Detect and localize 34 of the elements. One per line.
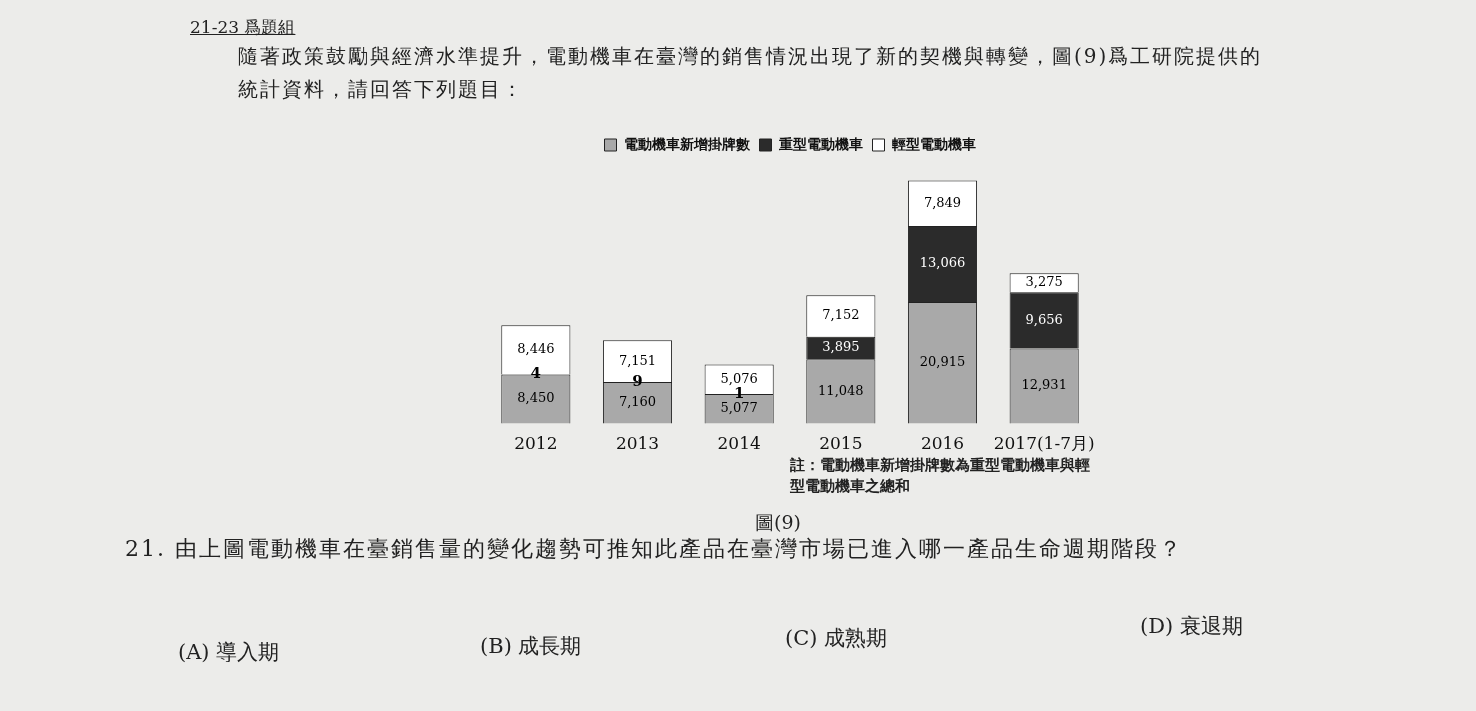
data-label: 4 <box>530 364 542 383</box>
data-label: 8,450 <box>517 390 555 406</box>
data-label: 3,275 <box>1025 274 1063 290</box>
text: 註：電動機車新增掛牌數為重型電動機車與輕型電動機車之總和 <box>790 455 1090 497</box>
data-label: 7,152 <box>822 307 860 323</box>
data-label: 5,076 <box>720 370 758 386</box>
x-tick-label: 2017(1-7月) <box>993 433 1095 454</box>
legend-label: 輕型電動機車 <box>890 135 976 152</box>
data-label: 7,849 <box>923 194 962 210</box>
data-label: 11,048 <box>818 382 864 398</box>
chart-subtitle: 隨著政策鼓勵與經濟水準提升，電動機車在臺灣的銷售情況出現了新的契機與轉變，圖(9)爲工研院提供的統計資料，請回答下列題目： <box>238 43 1264 103</box>
data-label: 7,160 <box>618 394 657 410</box>
text: 圖(9) <box>755 510 801 535</box>
legend-label: 電動機車新增掛牌數 <box>623 135 751 152</box>
data-label: 9,656 <box>1025 311 1063 327</box>
x-tick-label: 2013 <box>615 433 660 454</box>
data-label: 3,895 <box>822 339 860 355</box>
text: (B) 成長期 <box>480 633 582 660</box>
text: (D) 衰退期 <box>1140 613 1243 640</box>
text: (C) 成熟期 <box>785 625 888 652</box>
data-label: 5,077 <box>720 400 758 416</box>
data-label: 13,066 <box>919 255 966 271</box>
x-tick-label: 2014 <box>717 433 761 454</box>
text: 21. 由上圖電動機車在臺銷售量的變化趨勢可推知此產品在臺灣市場已進入哪一產品生命週期階段？ <box>125 536 1183 561</box>
data-label: 8,446 <box>517 341 555 357</box>
x-tick-label: 2015 <box>819 433 863 454</box>
data-label: 20,915 <box>919 354 966 370</box>
text: 21-23 爲題組 <box>190 16 296 39</box>
data-label: 7,151 <box>618 352 657 368</box>
legend-label: 重型電動機車 <box>777 135 863 152</box>
x-tick-label: 2012 <box>514 433 558 454</box>
x-tick-label: 2016 <box>920 433 965 454</box>
text: (A) 導入期 <box>178 639 280 666</box>
data-label: 12,931 <box>1021 377 1067 393</box>
